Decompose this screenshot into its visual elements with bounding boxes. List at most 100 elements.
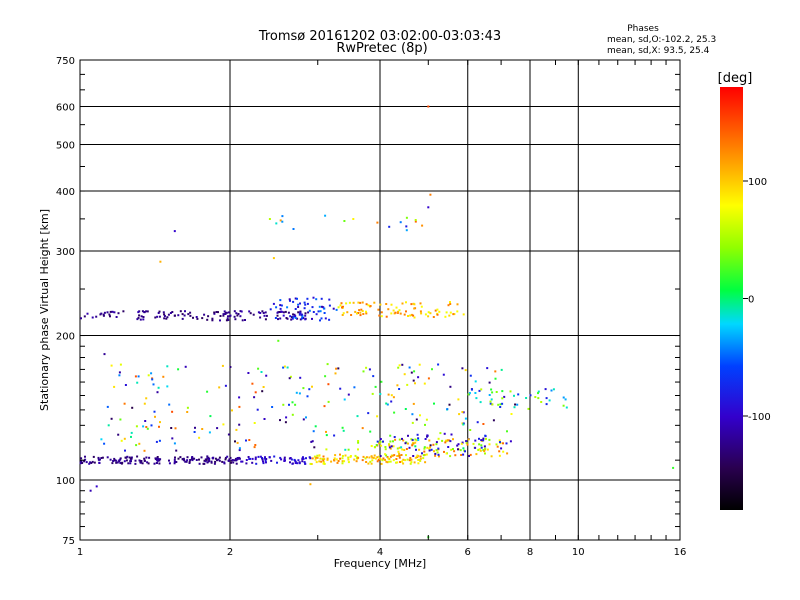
- data-point: [146, 427, 149, 430]
- data-point: [301, 315, 304, 318]
- data-point: [214, 457, 217, 460]
- data-point: [323, 462, 326, 465]
- data-point: [111, 462, 114, 465]
- data-point: [157, 458, 160, 460]
- data-point: [369, 430, 372, 433]
- data-point: [321, 305, 323, 308]
- data-point: [115, 459, 118, 462]
- data-point: [341, 314, 344, 316]
- data-point: [323, 307, 326, 310]
- data-point: [97, 456, 100, 459]
- data-point: [396, 311, 399, 314]
- data-point: [219, 315, 222, 317]
- data-point: [209, 415, 212, 418]
- stats-title: Phases: [627, 24, 659, 34]
- data-point: [252, 313, 255, 316]
- data-point: [238, 456, 241, 459]
- data-point: [156, 456, 159, 458]
- data-point: [310, 463, 313, 465]
- x-tick-label: 2: [227, 547, 233, 558]
- data-point: [145, 426, 148, 428]
- data-point: [464, 369, 467, 372]
- data-point: [236, 457, 239, 459]
- data-point: [312, 311, 315, 313]
- data-point: [118, 374, 121, 377]
- data-point: [272, 257, 275, 260]
- data-point: [328, 318, 331, 321]
- data-point: [367, 462, 370, 465]
- data-point: [222, 314, 225, 317]
- data-point: [171, 311, 174, 313]
- data-point: [208, 431, 211, 434]
- data-point: [401, 363, 404, 366]
- data-point: [291, 413, 294, 416]
- data-point: [289, 299, 291, 302]
- data-point: [390, 445, 393, 448]
- data-point: [249, 457, 252, 460]
- data-point: [545, 403, 548, 406]
- data-point: [503, 395, 506, 398]
- data-point: [240, 460, 243, 463]
- data-point: [296, 462, 299, 465]
- data-point: [167, 313, 170, 316]
- data-point: [423, 446, 426, 449]
- data-point: [389, 455, 392, 458]
- data-point: [91, 316, 94, 319]
- x-axis-label: Frequency [MHz]: [334, 557, 426, 570]
- data-point: [407, 315, 409, 317]
- data-point: [294, 460, 297, 463]
- data-point: [113, 311, 116, 314]
- data-point: [173, 458, 176, 461]
- data-point: [484, 434, 487, 437]
- data-point: [396, 455, 399, 457]
- data-point: [213, 311, 216, 314]
- data-point: [297, 303, 300, 306]
- data-points: [79, 105, 675, 539]
- data-point: [79, 461, 82, 464]
- data-point: [118, 371, 121, 374]
- data-point: [125, 459, 128, 462]
- data-point: [206, 318, 209, 321]
- y-tick-label: 400: [56, 187, 75, 198]
- data-point: [422, 454, 425, 457]
- data-point: [231, 409, 233, 412]
- data-point: [404, 408, 407, 410]
- data-point: [115, 461, 118, 464]
- data-point: [408, 446, 411, 449]
- data-point: [405, 225, 408, 228]
- data-point: [399, 221, 402, 224]
- data-point: [291, 401, 294, 404]
- data-point: [480, 444, 483, 447]
- data-point: [119, 462, 122, 464]
- data-point: [382, 440, 384, 443]
- data-point: [506, 452, 509, 455]
- data-point: [175, 461, 178, 463]
- data-point: [279, 456, 282, 459]
- data-point: [158, 310, 161, 313]
- data-point: [412, 314, 415, 317]
- data-point: [131, 406, 134, 409]
- data-point: [130, 435, 132, 438]
- data-point: [380, 444, 383, 447]
- data-point: [355, 460, 358, 463]
- data-point: [281, 220, 284, 223]
- data-point: [408, 366, 411, 369]
- data-point: [412, 379, 415, 382]
- data-point: [239, 310, 242, 313]
- data-point: [360, 308, 363, 311]
- data-point: [495, 391, 498, 393]
- data-point: [235, 458, 238, 461]
- data-point: [314, 425, 317, 428]
- data-point: [316, 454, 319, 457]
- data-point: [194, 426, 196, 429]
- data-point: [348, 301, 351, 304]
- data-point: [384, 458, 386, 461]
- data-point: [435, 449, 438, 452]
- data-point: [147, 462, 150, 465]
- data-point: [537, 397, 540, 400]
- data-point: [447, 304, 450, 307]
- data-point: [429, 446, 431, 449]
- data-point: [290, 458, 293, 461]
- data-point: [413, 316, 416, 319]
- data-point: [390, 400, 393, 403]
